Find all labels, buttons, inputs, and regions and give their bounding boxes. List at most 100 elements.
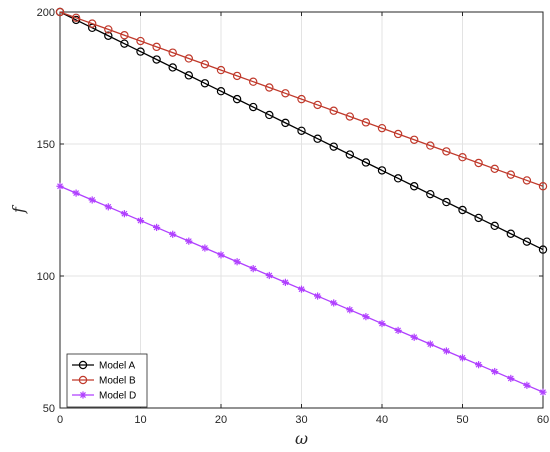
data-point (169, 230, 177, 238)
data-point (442, 197, 451, 207)
data-point (216, 86, 226, 96)
y-tick-label: 150 (37, 139, 55, 151)
data-point (297, 94, 306, 104)
x-tick-label: 60 (537, 414, 549, 426)
data-point (491, 367, 499, 376)
data-point (539, 388, 547, 396)
data-point (281, 118, 290, 128)
data-point (506, 170, 515, 179)
data-point (104, 25, 113, 34)
legend-marker (78, 375, 88, 385)
data-point (538, 182, 548, 191)
data-point (184, 71, 193, 80)
data-point (345, 112, 354, 121)
data-point (474, 213, 483, 223)
data-point (410, 333, 418, 341)
data-point (475, 361, 483, 369)
data-point (136, 47, 145, 56)
data-point (120, 39, 129, 48)
x-tick-label: 40 (376, 414, 388, 426)
data-point (346, 306, 354, 314)
data-point (232, 94, 242, 104)
data-point (153, 223, 161, 232)
data-point (120, 210, 128, 218)
data-point (442, 347, 450, 355)
data-point (249, 265, 257, 273)
series-layer (55, 7, 548, 396)
data-point (265, 83, 274, 92)
data-point (168, 63, 177, 72)
x-tick-label: 20 (215, 414, 227, 426)
data-point (313, 134, 322, 143)
x-axis-label: ω (295, 429, 308, 448)
data-point (458, 354, 467, 362)
data-point (345, 150, 354, 159)
data-point (523, 381, 531, 389)
data-point (136, 216, 145, 225)
legend-marker (78, 360, 88, 370)
data-point (55, 7, 65, 17)
data-point (217, 251, 225, 259)
data-point (200, 79, 210, 88)
series-line (59, 11, 544, 251)
data-point (377, 123, 387, 133)
data-point (281, 278, 289, 286)
data-point (200, 60, 210, 69)
data-point (265, 271, 273, 280)
data-point (426, 189, 435, 199)
data-point (152, 42, 161, 52)
data-point (490, 221, 499, 231)
data-point (393, 129, 403, 139)
data-point (216, 65, 226, 75)
y-tick-label: 100 (37, 271, 55, 283)
data-point (426, 340, 434, 348)
data-point (410, 182, 419, 191)
data-point (104, 31, 113, 40)
data-point (87, 19, 97, 28)
data-point (201, 244, 209, 252)
y-axis-label: f (9, 204, 28, 214)
data-point (329, 142, 338, 151)
x-tick-label: 30 (295, 414, 307, 426)
data-point (297, 285, 306, 293)
data-point (329, 106, 338, 115)
series-3 (56, 182, 547, 396)
data-point (522, 237, 532, 246)
data-point (377, 166, 387, 175)
data-point (88, 196, 96, 204)
legend-label: Model B (99, 376, 136, 387)
data-point (458, 205, 467, 215)
data-point (394, 326, 402, 334)
data-point (522, 176, 532, 185)
data-point (314, 292, 322, 300)
data-point (72, 189, 80, 197)
x-tick-label: 50 (456, 414, 468, 426)
data-point (410, 135, 419, 144)
data-point (313, 100, 322, 110)
data-point (120, 31, 129, 40)
data-point (152, 55, 161, 64)
data-point (136, 36, 145, 46)
data-point (393, 174, 403, 183)
data-point (56, 182, 64, 190)
data-point (442, 147, 451, 156)
x-tick-label: 10 (134, 414, 146, 426)
data-point (104, 203, 112, 211)
legend: Model A Model B Model D (66, 353, 148, 408)
series-2 (55, 7, 548, 191)
series-line (59, 11, 544, 187)
data-point (248, 102, 258, 112)
data-point (361, 118, 371, 127)
data-point (184, 54, 193, 63)
data-point (281, 89, 290, 98)
data-point (458, 152, 467, 162)
data-point (330, 299, 338, 307)
legend-item: Model D (72, 391, 136, 402)
legend-marker (79, 391, 87, 399)
legend-label: Model A (99, 361, 135, 372)
x-tick-label: 0 (57, 414, 63, 426)
data-point (490, 164, 499, 174)
data-point (378, 319, 386, 328)
legend-item: Model A (72, 361, 135, 372)
